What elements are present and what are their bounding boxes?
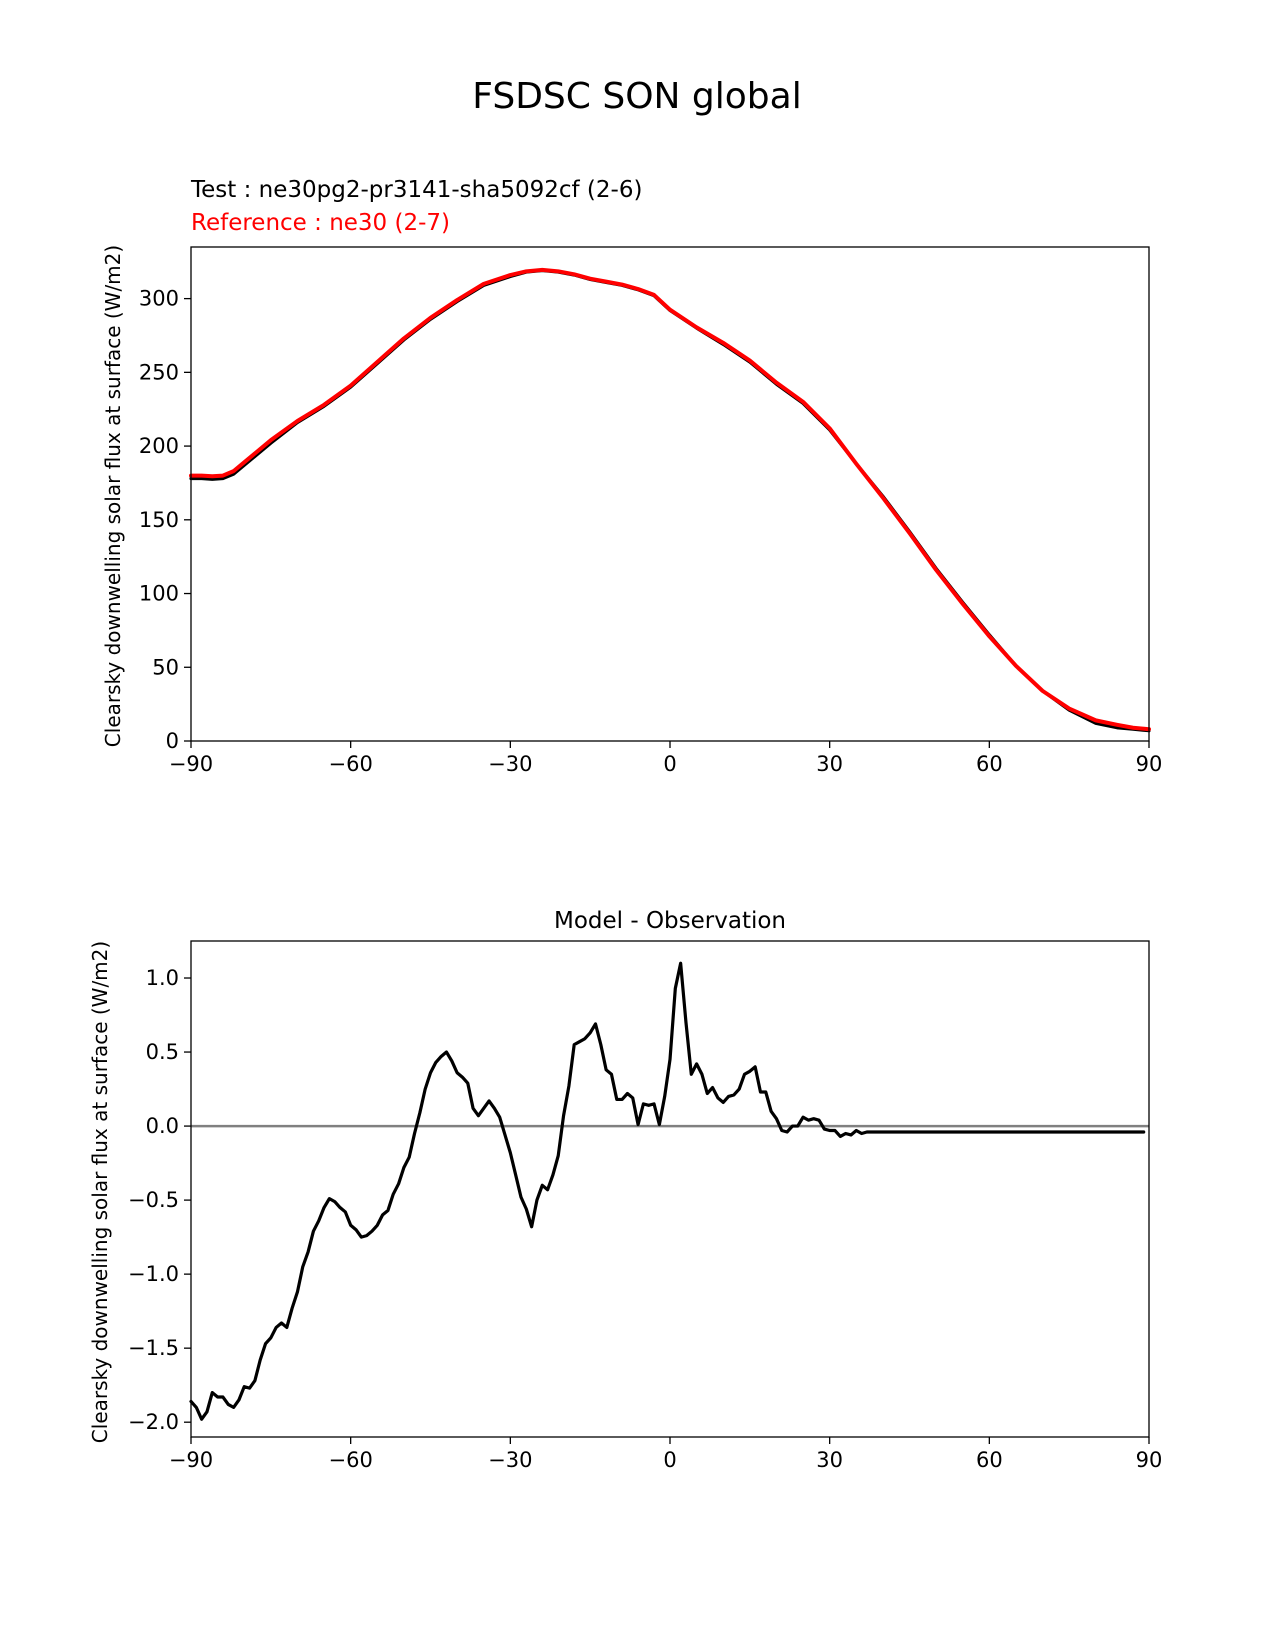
- x-tick-label: 30: [816, 1448, 843, 1472]
- top-plot-frame: [190, 246, 1150, 742]
- x-tick-label: 0: [663, 752, 676, 776]
- top-panel: Test : ne30pg2-pr3141-sha5092cf (2-6) Re…: [101, 177, 1162, 776]
- x-tick-label: −30: [488, 752, 532, 776]
- series-line-model-observation: [189, 961, 1146, 1421]
- bottom-panel-title: Model - Observation: [554, 908, 786, 934]
- figure-title: FSDSC SON global: [472, 76, 801, 117]
- bottom-y-axis-label: Clearsky downwelling solar flux at surfa…: [88, 941, 112, 1443]
- y-tick-label: 0.5: [146, 1040, 179, 1064]
- y-tick-label: 0.0: [146, 1114, 179, 1138]
- x-tick-label: −90: [169, 1448, 213, 1472]
- y-tick-label: 0: [166, 729, 179, 753]
- series-line-reference: [189, 267, 1151, 732]
- x-tick-label: 60: [976, 1448, 1003, 1472]
- y-tick-label: 50: [152, 655, 179, 679]
- y-tick-label: 150: [139, 508, 179, 532]
- y-tick-label: −1.5: [128, 1336, 179, 1360]
- test-label: Test : ne30pg2-pr3141-sha5092cf (2-6): [190, 177, 642, 203]
- x-tick-label: 30: [816, 752, 843, 776]
- y-tick-label: −1.0: [128, 1262, 179, 1286]
- y-tick-label: 250: [139, 360, 179, 384]
- x-tick-label: 60: [976, 752, 1003, 776]
- bottom-panel: Model - Observation Clearsky downwelling…: [88, 908, 1162, 1472]
- x-tick-label: −90: [169, 752, 213, 776]
- y-tick-label: 200: [139, 434, 179, 458]
- x-tick-label: 0: [663, 1448, 676, 1472]
- x-tick-label: −60: [329, 752, 373, 776]
- y-tick-label: 300: [139, 287, 179, 311]
- y-tick-label: −0.5: [128, 1188, 179, 1212]
- bottom-plot-frame: [190, 940, 1150, 1438]
- y-tick-label: 1.0: [146, 966, 179, 990]
- y-tick-label: 100: [139, 582, 179, 606]
- reference-label: Reference : ne30 (2-7): [191, 210, 450, 236]
- x-tick-label: 90: [1136, 1448, 1163, 1472]
- x-tick-label: −60: [329, 1448, 373, 1472]
- x-tick-label: 90: [1136, 752, 1163, 776]
- x-tick-label: −30: [488, 1448, 532, 1472]
- top-y-axis-label: Clearsky downwelling solar flux at surfa…: [101, 245, 125, 747]
- y-tick-label: −2.0: [128, 1410, 179, 1434]
